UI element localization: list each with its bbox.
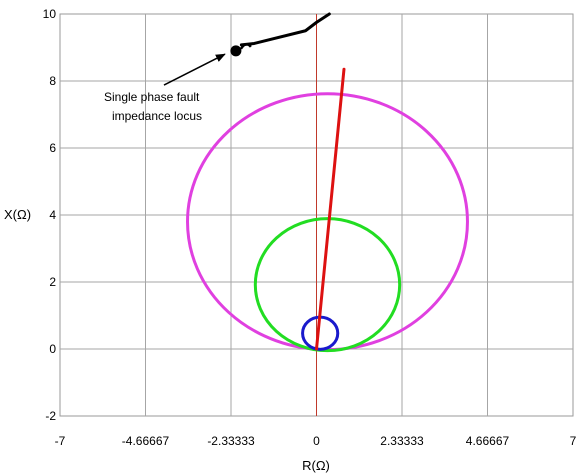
y-axis-label: X(Ω): [4, 207, 31, 222]
characteristic-circle: [186, 92, 469, 352]
y-tick-label: 10: [43, 7, 57, 21]
y-tick-label: -2: [45, 409, 56, 423]
x-tick-label: -2.33333: [207, 434, 255, 448]
x-axis-label: R(Ω): [302, 458, 330, 473]
data-point: [230, 45, 242, 57]
x-tick-label: -7: [55, 434, 66, 448]
x-tick-label: 4.66667: [466, 434, 510, 448]
annotation-line-1: Single phase fault: [104, 90, 200, 104]
x-tick-label: 7: [570, 434, 576, 448]
y-tick-label: 8: [49, 74, 56, 88]
y-tick-labels: -2 0 2 4 6 8 10: [43, 7, 57, 423]
data-layer: [186, 12, 469, 416]
y-tick-label: 4: [49, 208, 56, 222]
series-line: [239, 12, 331, 47]
characteristic-circle: [253, 217, 402, 353]
x-tick-label: 2.33333: [380, 434, 424, 448]
annotation-line-2: impedance locus: [112, 109, 202, 123]
x-tick-label: -4.66667: [122, 434, 170, 448]
y-tick-label: 0: [49, 342, 56, 356]
data-point-tail: [239, 43, 252, 50]
annotation-layer: Single phase fault impedance locus: [104, 53, 226, 123]
y-tick-label: 6: [49, 141, 56, 155]
x-tick-label: 0: [313, 434, 320, 448]
y-tick-label: 2: [49, 275, 56, 289]
annotation-arrow: [163, 53, 226, 86]
series-line: [315, 67, 346, 351]
x-tick-labels: -7 -4.66667 -2.33333 0 2.33333 4.66667 7: [55, 434, 576, 448]
